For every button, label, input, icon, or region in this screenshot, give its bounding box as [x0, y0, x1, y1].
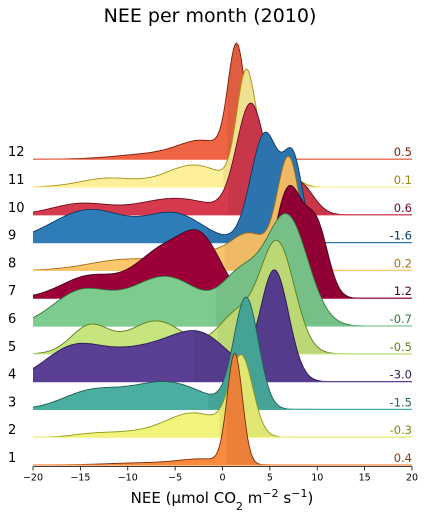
x-tick-label-3: −5 — [168, 473, 182, 484]
ridge-fill-month-1 — [33, 353, 412, 465]
month-label-6: 6 — [8, 312, 16, 327]
x-tick-label-1: −15 — [70, 473, 90, 484]
mean-label-month-10: 0.6 — [394, 201, 412, 215]
ridge-shade-month-3 — [208, 297, 412, 410]
mean-label-month-3: -1.5 — [390, 395, 412, 409]
ridge-fill-month-2 — [33, 354, 412, 438]
x-axis: −20 −15 −10 −5 0 5 10 15 20 — [23, 466, 418, 484]
x-axis-label: NEE (μmol CO2 m−2 s−1) — [131, 487, 314, 513]
month-label-10: 10 — [8, 201, 25, 216]
month-label-5: 5 — [8, 340, 16, 355]
month-label-8: 8 — [8, 256, 16, 271]
x-tick-label-7: 15 — [359, 473, 371, 484]
x-tick-label-4: 0 — [219, 473, 225, 484]
ridge-fill-month-4 — [33, 269, 412, 382]
chart-title: NEE per month (2010) — [104, 5, 317, 27]
labels-group: 12 0.511 0.110 0.69 -1.68 0.27 1.26 -0.75 -0.54-… — [8, 145, 412, 466]
x-tick-label-0: −20 — [23, 473, 43, 484]
month-label-3: 3 — [8, 395, 16, 410]
mean-label-month-4: -3.0 — [390, 368, 412, 382]
ridge-outline-month-7 — [32, 184, 412, 299]
month-label-11: 11 — [8, 173, 25, 188]
month-label-1: 1 — [8, 451, 16, 466]
ridge-fill-month-6 — [33, 213, 412, 326]
ridge-fill-month-3 — [33, 297, 412, 410]
ridge-outline-month-6 — [32, 213, 412, 327]
month-label-9: 9 — [8, 229, 16, 244]
ridges-group — [32, 42, 412, 466]
mean-label-month-7: 1.2 — [394, 284, 412, 298]
ridge-fill-month-7 — [33, 185, 412, 299]
ridge-fill-month-5 — [33, 240, 412, 354]
month-label-12: 12 — [8, 145, 25, 160]
mean-label-month-2: -0.3 — [390, 423, 412, 437]
month-label-7: 7 — [8, 284, 16, 299]
ridge-shade-month-1 — [226, 353, 412, 465]
x-tick-label-8: 20 — [406, 473, 418, 484]
ridge-fill-month-12 — [33, 42, 412, 160]
ridge-fill-month-8 — [33, 156, 412, 271]
mean-label-month-11: 0.1 — [394, 173, 412, 187]
ridge-shade-month-9 — [207, 132, 412, 243]
mean-label-month-6: -0.7 — [390, 312, 412, 326]
mean-label-month-5: -0.5 — [390, 340, 412, 354]
mean-label-month-1: 0.4 — [394, 451, 412, 465]
mean-label-month-8: 0.2 — [394, 256, 412, 270]
month-label-4: 4 — [8, 368, 16, 383]
mean-label-month-9: -1.6 — [390, 229, 412, 243]
x-tick-label-5: 5 — [267, 473, 273, 484]
month-label-2: 2 — [8, 423, 16, 438]
ridge-fill-month-9 — [33, 132, 412, 243]
x-tick-label-2: −10 — [118, 473, 138, 484]
x-tick-label-6: 10 — [311, 473, 323, 484]
mean-label-month-12: 0.5 — [394, 145, 412, 159]
